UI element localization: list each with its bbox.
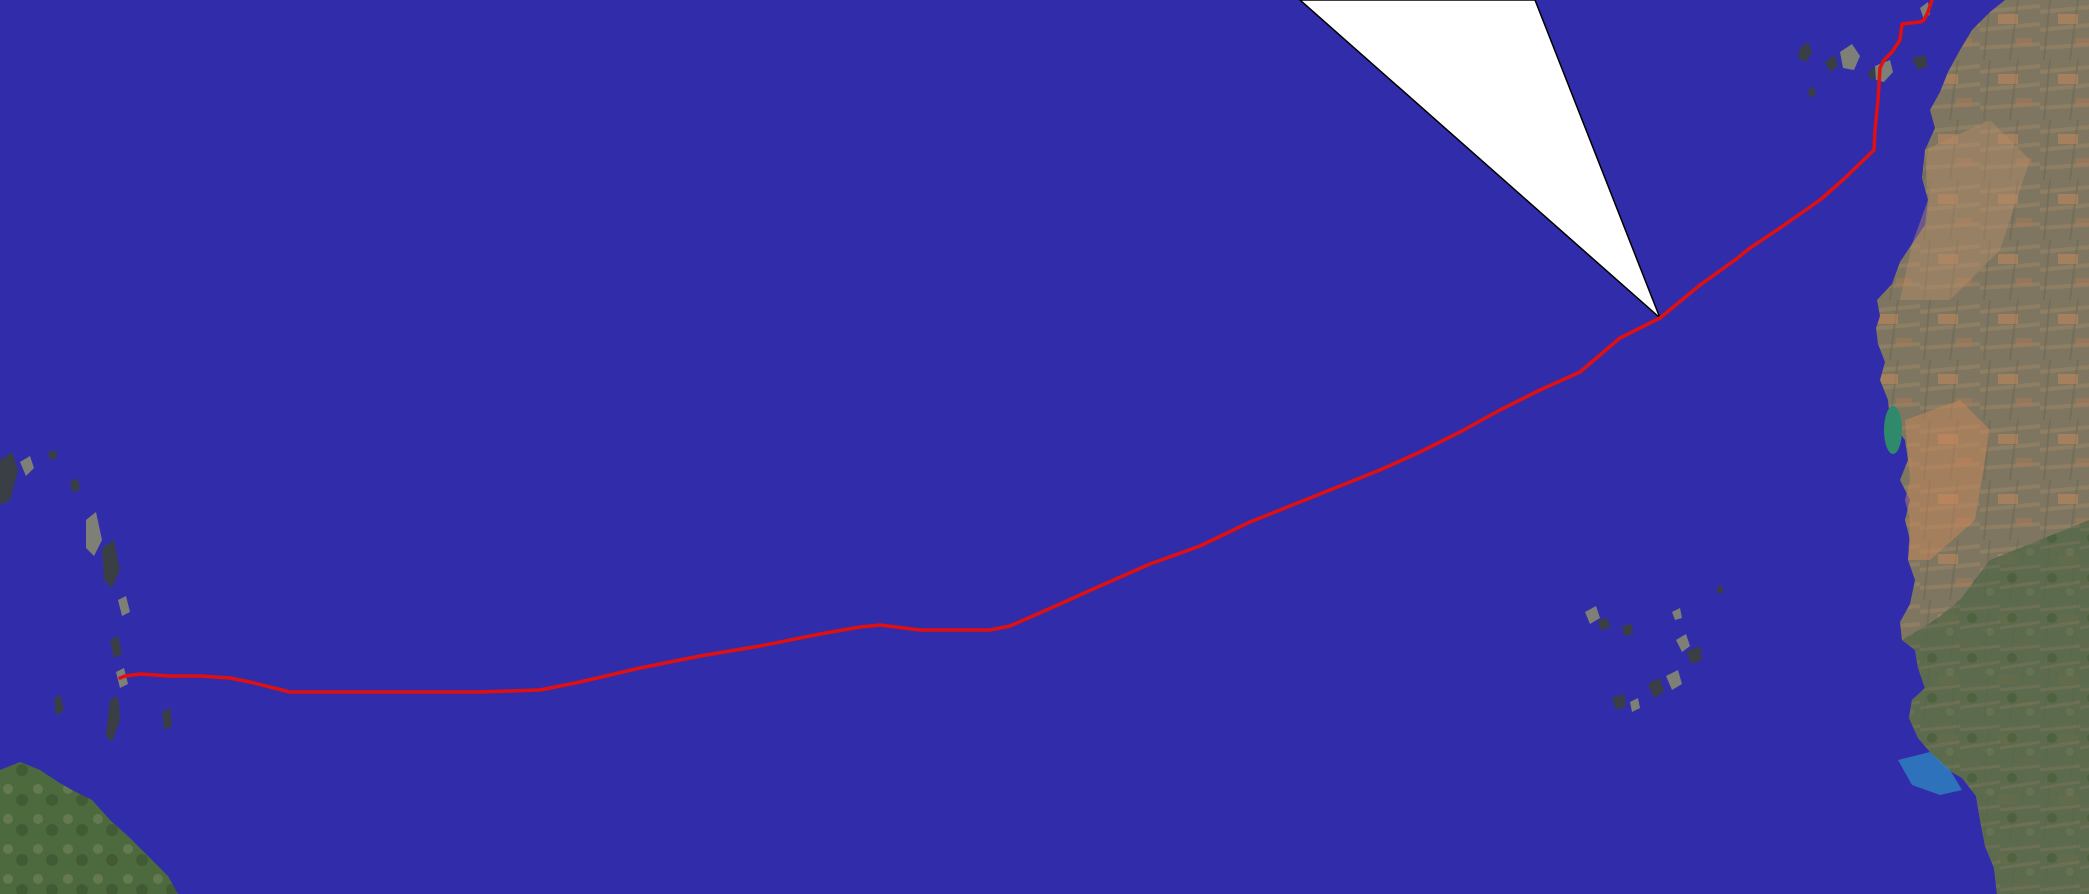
canary-island	[1808, 86, 1816, 98]
desert-tan-band	[1900, 120, 2030, 300]
sahel-vegetation	[1902, 520, 2089, 894]
lesser-antilles	[0, 450, 172, 742]
desert-orange-band	[1905, 400, 1990, 560]
antilles-island	[86, 512, 102, 556]
africa-west-coast	[1876, 0, 2089, 894]
antilles-island	[106, 696, 120, 742]
antilles-island	[118, 596, 130, 616]
cape-verde-island	[1666, 670, 1682, 690]
river-mouth-shallows	[1898, 752, 1962, 795]
cape-verde-island	[1622, 624, 1633, 636]
cape-verde-islands	[1585, 585, 1723, 712]
antilles-island	[102, 540, 120, 588]
cape-verde-island	[1716, 585, 1723, 594]
coastal-lagoon	[1884, 406, 1902, 454]
cape-verde-island	[1585, 606, 1600, 624]
antilles-island	[110, 636, 122, 658]
canary-island	[1912, 55, 1928, 70]
cape-verde-island	[1630, 698, 1640, 712]
cape-verde-island	[1648, 678, 1664, 698]
transatlantic-route	[118, 0, 1934, 694]
cape-verde-island	[1612, 694, 1626, 710]
cape-verde-island	[1672, 608, 1682, 620]
antilles-island	[20, 456, 34, 476]
antilles-island	[162, 708, 172, 730]
antilles-island	[54, 694, 64, 716]
cape-verde-island	[1676, 634, 1690, 652]
antilles-island	[48, 450, 57, 460]
canary-island	[1840, 44, 1860, 70]
south-america-northeast	[0, 762, 178, 894]
canary-island	[1825, 55, 1838, 72]
cape-verde-island	[1686, 646, 1702, 664]
speech-bubble-pointer	[1298, 0, 1661, 319]
antilles-island	[70, 478, 80, 492]
canary-island	[1798, 42, 1812, 62]
cape-verde-island	[1598, 618, 1610, 630]
antilles-island	[0, 452, 18, 505]
